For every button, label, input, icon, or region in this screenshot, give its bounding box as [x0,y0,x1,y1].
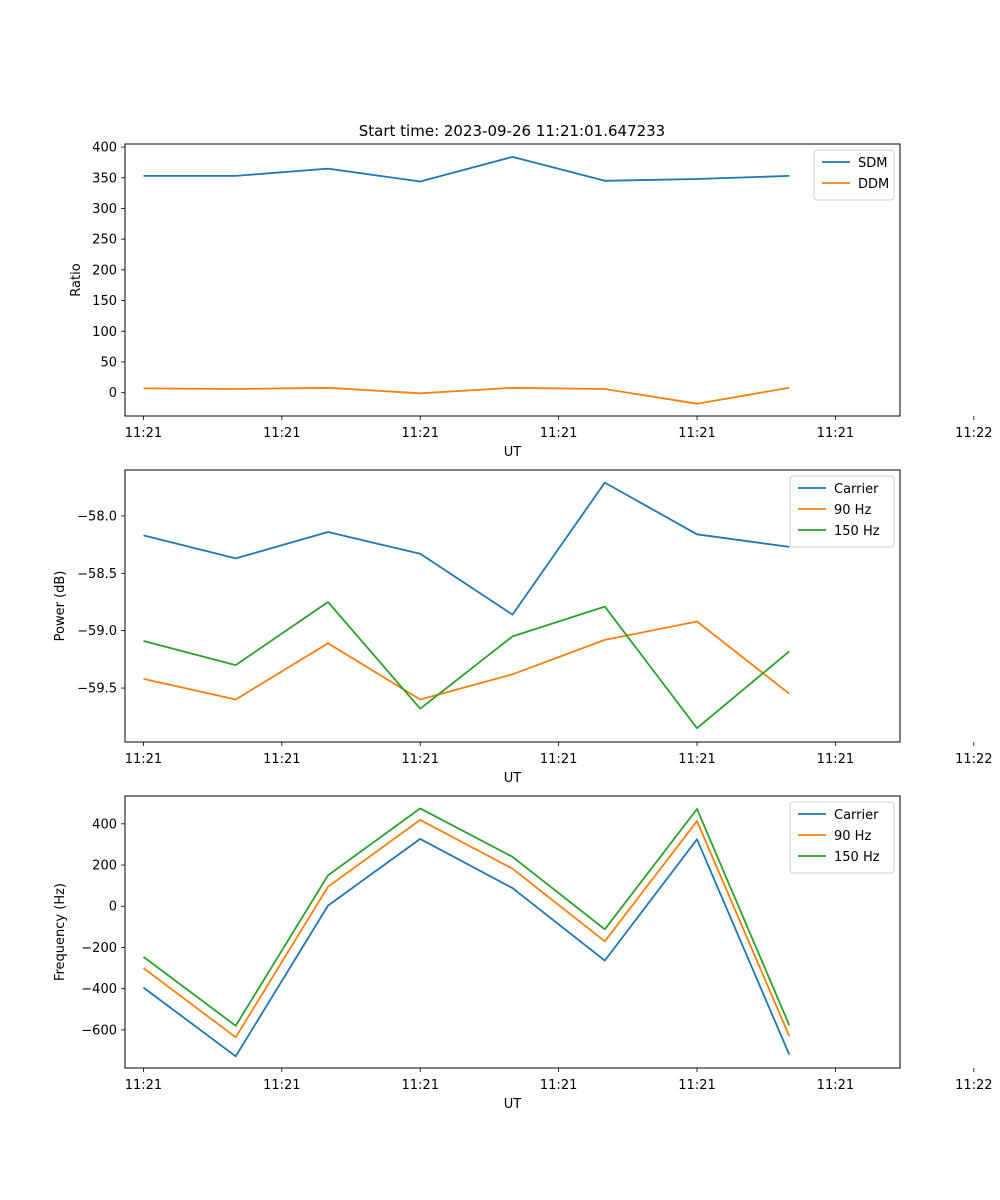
y-tick-label: −58.0 [77,509,117,524]
y-tick-label: 300 [92,202,117,217]
x-tick-label: 11:21 [817,1078,854,1093]
figure-title: Start time: 2023-09-26 11:21:01.647233 [359,122,665,140]
x-tick-label: 11:21 [263,1078,300,1093]
y-axis-label: Ratio [69,263,84,296]
y-tick-label: −59.5 [77,682,117,697]
y-tick-label: −59.0 [77,624,117,639]
x-tick-label: 11:21 [540,426,577,441]
y-tick-label: 0 [109,900,117,915]
x-tick-label: 11:21 [678,752,715,767]
x-tick-label: 11:21 [125,1078,162,1093]
y-tick-label: −600 [81,1023,117,1038]
y-tick-label: 100 [92,325,117,340]
panel-frequency: 11:21 11:21 11:21 11:21 11:21 11:21 11:22 400 20… [53,795,993,1112]
x-tick-label: 11:22 [955,752,992,767]
series-line-carrier [142,838,791,1058]
y-tick-label: 200 [92,263,117,278]
x-tick-label: 11:21 [125,426,162,441]
y-tick-label: 200 [92,859,117,874]
series-line-ddm [143,386,790,405]
series-line-sdm [143,155,790,183]
y-tick-label: 400 [92,817,117,832]
legend: Carrier 90 Hz 150 Hz [789,801,895,874]
y-axis-label: Frequency (Hz) [53,883,68,981]
x-tick-label: 11:21 [402,1078,439,1093]
y-tick-label: 350 [92,171,117,186]
legend-label: Carrier [834,808,879,823]
y-tick-label: 250 [92,233,117,248]
x-axis-label: UT [504,1097,522,1112]
x-tick-label: 11:21 [125,752,162,767]
x-tick-label: 11:22 [955,1078,992,1093]
x-tick-label: 11:22 [955,426,992,441]
legend: Carrier 90 Hz 150 Hz [789,475,895,548]
axes-frame [124,143,901,417]
series-line-90-hz [143,620,790,701]
x-tick-label: 11:21 [678,1078,715,1093]
y-tick-label: 400 [92,141,117,156]
y-axis-label: Power (dB) [53,571,68,642]
x-tick-label: 11:21 [817,426,854,441]
x-tick-label: 11:21 [540,752,577,767]
x-tick-label: 11:21 [678,426,715,441]
panel-ratio: 11:21 11:21 11:21 11:21 11:21 11:21 11:22 0 50 10… [69,141,993,460]
x-tick-label: 11:21 [402,752,439,767]
x-tick-label: 11:21 [263,426,300,441]
legend: SDM DDM [813,149,895,201]
legend-label: 150 Hz [834,850,880,865]
x-tick-label: 11:21 [263,752,300,767]
y-tick-label: −400 [81,982,117,997]
y-tick-label: −200 [81,941,117,956]
y-tick-label: 0 [109,386,117,401]
legend-label: Carrier [834,482,879,497]
axes-frame [124,795,901,1069]
legend-label: 90 Hz [834,829,871,844]
legend-label: 150 Hz [834,524,880,539]
y-tick-label: 50 [100,355,117,370]
y-tick-label: 150 [92,294,117,309]
series-line-150-hz [143,601,790,730]
legend-label: 90 Hz [834,503,871,518]
series-line-carrier [143,481,790,616]
x-tick-label: 11:21 [402,426,439,441]
x-axis-label: UT [504,445,522,460]
y-tick-label: −58.5 [77,567,117,582]
legend-label: SDM [858,156,887,171]
series-line-150-hz [142,807,791,1027]
axes-frame [124,469,901,743]
panel-power: 11:21 11:21 11:21 11:21 11:21 11:21 11:22 −58.0… [53,469,993,786]
legend-label: DDM [858,177,889,192]
series-line-90-hz [142,819,791,1039]
x-axis-label: UT [504,771,522,786]
x-tick-label: 11:21 [540,1078,577,1093]
x-tick-label: 11:21 [817,752,854,767]
